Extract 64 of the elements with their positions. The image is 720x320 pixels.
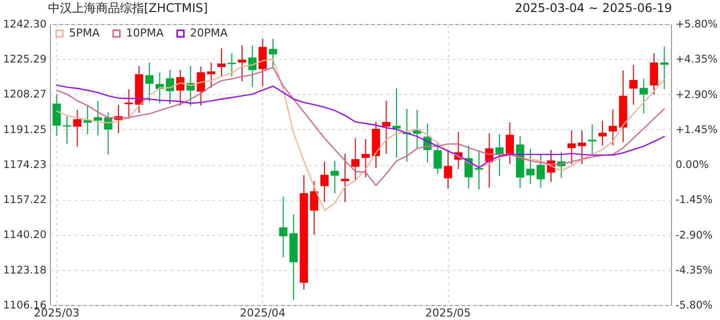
candlestick [578,130,586,165]
line-series [56,66,665,186]
y2-tick-label: -4.35% [676,264,713,276]
candlestick [362,138,370,178]
x-tick-label: 2025/05 [425,306,471,320]
y2-tick-label: -1.45% [676,194,713,206]
x-tick-label: 2025/04 [240,306,286,320]
y-tick-label: 1174.23 [3,159,46,171]
y2-tick-label: +2.90% [676,88,718,101]
candlestick [228,52,236,77]
candlestick [640,78,648,114]
y-tick-label: 1140.20 [3,229,46,242]
candlestick [382,100,390,154]
y2-tick-label: +1.45% [676,124,718,136]
y2-tick-label: -5.80% [676,300,713,312]
y2-tick-label: +4.35% [676,54,718,66]
y2-tick-label: 0.00% [676,159,709,171]
candlestick [279,196,288,258]
candlestick [94,100,102,136]
candlestick [629,64,638,106]
candlestick [320,161,329,203]
candlestick [660,46,668,90]
candlestick [73,109,82,148]
candlestick [598,120,607,146]
chart-subtitle: 2025-03-04 ~ 2025-06-19 [514,0,672,17]
y2-tick-label: +5.80% [676,18,718,30]
candlestick [340,153,350,203]
candlestick [207,62,216,88]
y-tick-label: 1242.30 [3,18,46,30]
y-tick-label: 1208.27 [3,88,46,101]
candlestick [330,160,339,194]
candlestick [536,154,545,188]
y-tick-label: 1123.18 [3,264,46,276]
candlestick [474,150,484,190]
candlestick [434,142,442,174]
chart-title: 中汉上海商品综指[ZHCTMIS] [48,0,208,17]
candlestick [392,88,401,158]
y-tick-label: 1191.25 [3,124,46,136]
candlestick [526,148,535,184]
y2-tick-label: -2.90% [676,229,713,242]
candlestick [495,134,504,176]
y-tick-label: 1157.22 [3,194,46,206]
candlestick [650,52,658,96]
candlestick [238,44,246,82]
candlestick [588,124,596,156]
candlestick [568,130,576,165]
candlestick [196,66,205,106]
candlestick [444,148,452,190]
candlestick [608,108,617,146]
candlestick [268,38,278,68]
legend-label: 10PMA [126,26,164,40]
x-tick-label: 2025/03 [34,306,80,320]
candlestick [217,48,226,78]
candlestick [258,38,267,87]
legend-label: 5PMA [69,26,100,40]
candlestick [310,180,318,236]
candlestick [52,94,61,136]
candlestick [145,62,154,102]
candlestick [506,122,514,165]
legend-label: 20PMA [190,26,228,40]
candlestick [176,69,184,106]
y-tick-label: 1225.29 [3,54,46,66]
candlestick [351,138,360,182]
candlestick [124,88,133,120]
